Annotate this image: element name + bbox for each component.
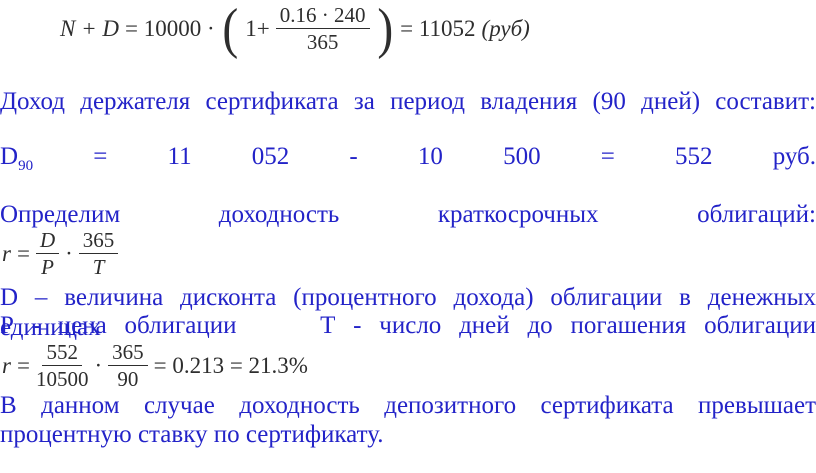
fraction-discount-price-values: 552 10500 bbox=[36, 340, 89, 391]
multiply-dot: · bbox=[65, 241, 73, 267]
fraction-days-values: 365 90 bbox=[108, 340, 148, 391]
paragraph-conclusion-line2: процентную ставку по сертификату. bbox=[0, 421, 384, 448]
d90-base: D bbox=[0, 143, 19, 170]
d90-subscript: 90 bbox=[18, 158, 34, 174]
calc-result: = 0.213 = 21.3% bbox=[153, 353, 308, 379]
formula-variables: N + D bbox=[60, 16, 119, 42]
one-plus: 1+ bbox=[245, 16, 270, 42]
line-discount-definition: D – величина дисконта (процентного доход… bbox=[0, 284, 816, 341]
fraction-denominator: 90 bbox=[117, 367, 139, 392]
formula-equals-part: = 10000 · bbox=[124, 16, 215, 42]
d90-symbol: D90 bbox=[0, 143, 33, 174]
line-d90-result: D90 = 11 052 - 10 500 = 552 руб. bbox=[0, 142, 816, 174]
paragraph-conclusion-line1: В данном случае доходность депозитного с… bbox=[0, 392, 816, 419]
line-price-and-days: Р - цена облигации Т - число дней до пог… bbox=[0, 311, 816, 341]
fraction-numerator: 0.16 · 240 bbox=[275, 3, 370, 30]
yield-var: r bbox=[2, 241, 11, 267]
fraction-denominator: 365 bbox=[306, 30, 339, 55]
formula-result: = 11052 bbox=[400, 16, 476, 42]
fraction-numerator: D bbox=[35, 228, 60, 255]
paragraph-income-statement: Доход держателя сертификата за период вл… bbox=[0, 88, 816, 115]
fraction-numerator: 365 bbox=[108, 340, 148, 367]
yield-equals: = bbox=[16, 353, 30, 379]
multiply-dot: · bbox=[94, 353, 103, 379]
price-definition: Р - цена облигации bbox=[0, 312, 237, 339]
yield-var: r bbox=[2, 353, 11, 379]
paragraph-define-yield: Определим доходность краткосрочных облиг… bbox=[0, 201, 816, 228]
fraction-numerator: 365 bbox=[78, 228, 119, 255]
formula-capital-calculation: N + D = 10000 · ( 1+ 0.16 · 240 365 ) = 1… bbox=[60, 0, 530, 60]
days-definition: Т - число дней до погашения облигации bbox=[320, 312, 816, 339]
formula-unit: (руб) bbox=[481, 16, 530, 42]
fraction-interest: 0.16 · 240 365 bbox=[275, 3, 370, 55]
fraction-numerator: 552 bbox=[42, 340, 82, 367]
yield-equals: = bbox=[16, 241, 30, 267]
fraction-denominator: 10500 bbox=[35, 367, 89, 392]
d90-equation: = 11 052 - 10 500 = 552 руб. bbox=[93, 143, 816, 170]
fraction-denominator: P bbox=[41, 255, 54, 280]
fraction-days: 365 T bbox=[78, 228, 119, 280]
fraction-denominator: T bbox=[92, 255, 105, 280]
formula-yield-calculation: r = 552 10500 · 365 90 = 0.213 = 21.3% bbox=[2, 340, 308, 391]
